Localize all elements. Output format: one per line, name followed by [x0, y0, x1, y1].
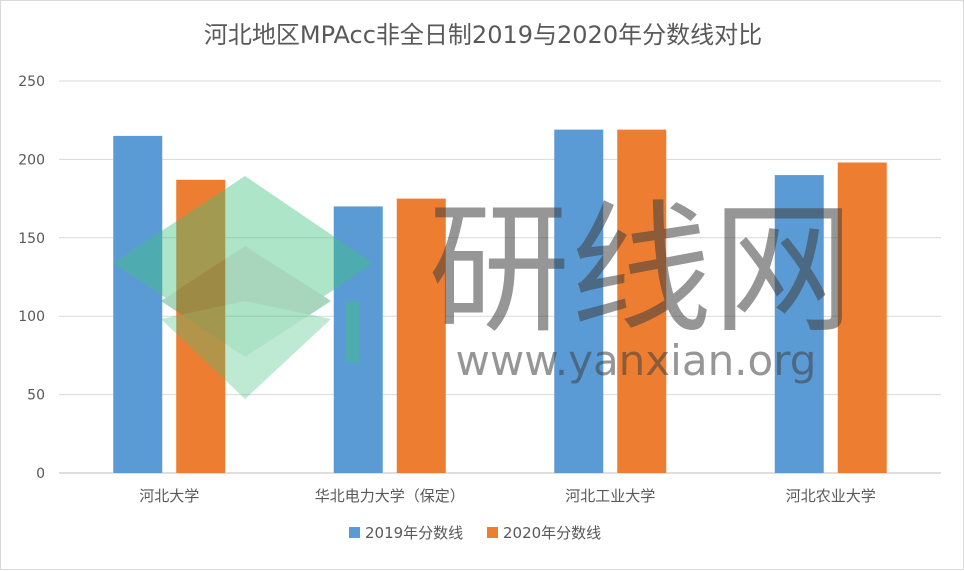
x-tick-label: 河北农业大学: [786, 487, 876, 505]
legend-label: 2020年分数线: [503, 524, 601, 542]
y-tick-label: 50: [27, 388, 45, 404]
legend-swatch: [487, 527, 498, 538]
y-tick-label: 100: [18, 309, 45, 325]
watermark-brand: 研线网: [428, 188, 854, 353]
y-tick-label: 200: [18, 152, 45, 168]
y-axis-ticks: 0 50 100 150 200 250: [18, 74, 45, 482]
bar-series-2020: [396, 198, 446, 473]
bar-series-2020: [837, 162, 887, 473]
chart-title: 河北地区MPAcc非全日制2019与2020年分数线对比: [204, 21, 762, 49]
legend: 2019年分数线 2020年分数线: [349, 524, 601, 542]
bars: [113, 129, 887, 473]
y-tick-label: 0: [36, 466, 45, 482]
x-tick-label: 华北电力大学（保定）: [315, 487, 465, 505]
watermark-logo-icon: [113, 176, 373, 399]
legend-label: 2019年分数线: [365, 524, 463, 542]
watermark-url: www.yanxian.org: [456, 336, 817, 385]
bar-series-2019: [333, 206, 383, 473]
bar-series-2019: [113, 135, 163, 473]
bar-series-2020: [176, 179, 226, 473]
x-tick-label: 河北大学: [139, 487, 199, 505]
y-tick-label: 250: [18, 74, 45, 90]
bar-series-2019: [774, 175, 824, 473]
legend-swatch: [349, 527, 360, 538]
x-axis: 河北大学 华北电力大学（保定） 河北工业大学 河北农业大学: [139, 487, 876, 505]
bar-series-2020: [617, 129, 667, 473]
x-tick-label: 河北工业大学: [565, 487, 655, 505]
y-tick-label: 150: [18, 231, 45, 247]
bar-series-2019: [554, 129, 604, 473]
